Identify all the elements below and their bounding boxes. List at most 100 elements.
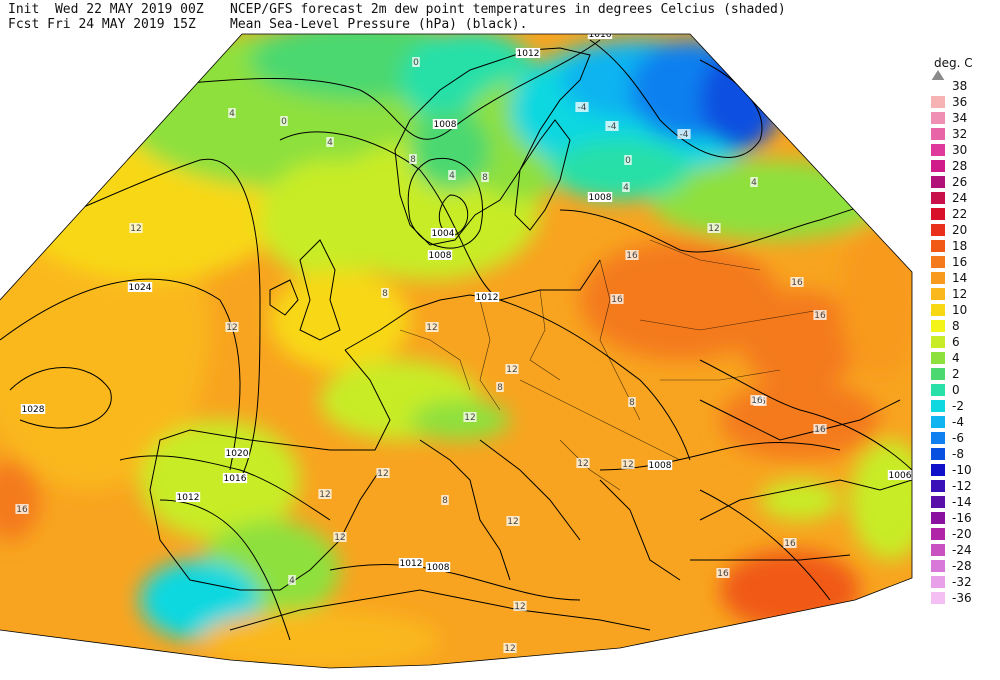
dewpoint-contour-label: 0 <box>413 58 419 68</box>
legend-swatch <box>931 368 945 380</box>
legend-entry: 4 <box>928 350 988 366</box>
dewpoint-contour-label: 0 <box>281 117 287 127</box>
forecast-line: Fcst Fri 24 MAY 2019 15Z <box>8 17 196 32</box>
dewpoint-contour-label: 16 <box>16 505 28 515</box>
isobar-label: 1008 <box>589 193 612 203</box>
legend-entry: -10 <box>928 462 988 478</box>
legend-entry: -32 <box>928 574 988 590</box>
legend-swatch <box>931 272 945 284</box>
legend-swatch <box>931 336 945 348</box>
isobar-label: 1012 <box>400 559 423 569</box>
dewpoint-contour-label: 16 <box>611 295 623 305</box>
legend-label: -36 <box>952 591 972 605</box>
isobar-label: 1028 <box>22 405 45 415</box>
dewpoint-contour-label: 12 <box>506 365 517 375</box>
legend-swatch <box>931 464 945 476</box>
legend-label: 6 <box>952 335 960 349</box>
legend-label: 20 <box>952 223 968 237</box>
legend-entry: -24 <box>928 542 988 558</box>
legend-entry: 32 <box>928 126 988 142</box>
legend-entry: 20 <box>928 222 988 238</box>
isobar-label: 1008 <box>427 563 450 573</box>
legend-entry: 12 <box>928 286 988 302</box>
legend-label: 12 <box>952 287 968 301</box>
legend-entry: -20 <box>928 526 988 542</box>
isobar-label: 1016 <box>224 474 247 484</box>
legend-label: -8 <box>952 447 964 461</box>
legend-entry: 6 <box>928 334 988 350</box>
legend-swatch <box>931 320 945 332</box>
dewpoint-contour-label: 16 <box>717 569 729 579</box>
legend-label: -4 <box>952 415 964 429</box>
legend-label: 14 <box>952 271 968 285</box>
dewpoint-contour-label: 12 <box>507 517 518 527</box>
dewpoint-contour-label: 8 <box>482 173 488 183</box>
dewpoint-contour-label: 8 <box>629 398 635 408</box>
legend-label: -20 <box>952 527 972 541</box>
dewpoint-contour-label: 16 <box>791 278 803 288</box>
dewpoint-contour-label: 8 <box>382 289 388 299</box>
legend-swatch <box>931 144 945 156</box>
dewpoint-contour-label: -4 <box>608 122 617 132</box>
map-title: NCEP/GFS forecast 2m dew point temperatu… <box>230 2 786 17</box>
legend-entry: -28 <box>928 558 988 574</box>
dewpoint-contour-label: 4 <box>751 178 757 188</box>
isobar-label: 1020 <box>226 449 249 459</box>
legend-swatch <box>931 560 945 572</box>
isobar-label: 1006 <box>889 471 912 481</box>
legend-entry: 36 <box>928 94 988 110</box>
legend-entry: 18 <box>928 238 988 254</box>
legend-swatch <box>931 592 945 604</box>
legend-swatch <box>931 288 945 300</box>
dewpoint-contour-label: 12 <box>426 323 437 333</box>
dewpoint-contour-label: 8 <box>497 383 503 393</box>
legend-label: -6 <box>952 431 964 445</box>
legend-label: 16 <box>952 255 968 269</box>
isobar-label: 1008 <box>434 120 457 130</box>
legend-entry: 24 <box>928 190 988 206</box>
legend-swatch <box>931 96 945 108</box>
legend-label: 30 <box>952 143 968 157</box>
legend-swatch <box>931 128 945 140</box>
legend-entry: -8 <box>928 446 988 462</box>
legend-swatch <box>931 304 945 316</box>
legend-entry: -2 <box>928 398 988 414</box>
legend-swatch <box>931 256 945 268</box>
dewpoint-contour-label: 8 <box>442 496 448 506</box>
legend-label: 32 <box>952 127 968 141</box>
dewpoint-contour-label: 4 <box>623 183 629 193</box>
init-line: Init Wed 22 MAY 2019 00Z <box>8 2 204 17</box>
legend-label: 24 <box>952 191 968 205</box>
legend-entry: 30 <box>928 142 988 158</box>
legend-entry: -14 <box>928 494 988 510</box>
isobar-label: 1008 <box>649 461 672 471</box>
legend-label: 0 <box>952 383 960 397</box>
isobar-label: 1004 <box>432 229 455 239</box>
legend-label: 34 <box>952 111 968 125</box>
dewpoint-contour-label: 12 <box>319 490 330 500</box>
dewpoint-contour-label: 12 <box>577 459 588 469</box>
isobar-label: 1008 <box>429 251 452 261</box>
legend-swatch <box>931 112 945 124</box>
legend-swatch <box>931 400 945 412</box>
dewpoint-contour-label: 16 <box>626 251 638 261</box>
dewpoint-contour-label: 4 <box>229 109 235 119</box>
legend-entry: 14 <box>928 270 988 286</box>
legend-label: -2 <box>952 399 964 413</box>
dewpoint-contour-label: 12 <box>130 224 141 234</box>
isobar-label: 1024 <box>129 283 152 293</box>
map-subtitle: Mean Sea-Level Pressure (hPa) (black). <box>230 17 528 32</box>
legend-swatch <box>931 240 945 252</box>
dewpoint-contour-label: 12 <box>377 469 388 479</box>
legend-label: -14 <box>952 495 972 509</box>
legend-swatch <box>931 416 945 428</box>
legend-swatch <box>931 208 945 220</box>
legend-entry: 16 <box>928 254 988 270</box>
legend-label: -10 <box>952 463 972 477</box>
dewpoint-contour-label: 12 <box>504 644 515 654</box>
legend-entry: -6 <box>928 430 988 446</box>
legend-label: 38 <box>952 79 968 93</box>
legend-label: 22 <box>952 207 968 221</box>
legend-label: 28 <box>952 159 968 173</box>
legend-swatch <box>931 528 945 540</box>
